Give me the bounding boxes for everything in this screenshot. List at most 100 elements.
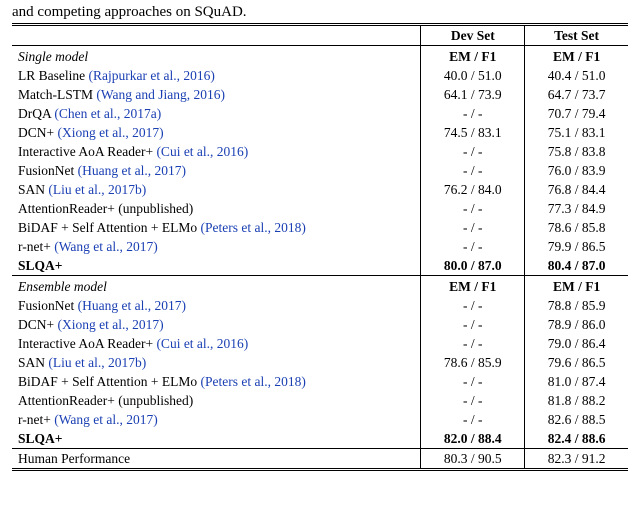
model-name: FusionNet [18,163,78,178]
table-row: SLQA+ 82.0 / 88.482.4 / 88.6 [12,429,628,449]
section-title: Ensemble model [12,276,421,297]
metric-label-test: EM / F1 [525,276,628,297]
model-name: LR Baseline [18,68,89,83]
table-row: AttentionReader+ (unpublished) - / -81.8 … [12,391,628,410]
test-cell: 78.6 / 85.8 [525,218,628,237]
model-name: r-net+ [18,412,54,427]
model-name: Interactive AoA Reader+ [18,144,156,159]
table-row: r-net+ (Wang et al., 2017)- / -79.9 / 86… [12,237,628,256]
citation: (Chen et al., 2017a) [54,106,161,121]
model-name: Match-LSTM [18,87,96,102]
test-cell: 76.0 / 83.9 [525,161,628,180]
dev-cell: 40.0 / 51.0 [421,66,525,85]
model-cell: Interactive AoA Reader+ (Cui et al., 201… [12,334,421,353]
table-row: SAN (Liu et al., 2017b)78.6 / 85.979.6 /… [12,353,628,372]
dev-cell: - / - [421,218,525,237]
citation: (Huang et al., 2017) [78,163,186,178]
table-row: BiDAF + Self Attention + ELMo (Peters et… [12,372,628,391]
citation: (Liu et al., 2017b) [48,355,146,370]
model-cell: SAN (Liu et al., 2017b) [12,353,421,372]
model-cell: SLQA+ [12,429,421,449]
model-name: DCN+ [18,125,58,140]
model-name: BiDAF + Self Attention + ELMo [18,374,200,389]
dev-cell: 78.6 / 85.9 [421,353,525,372]
dev-cell: - / - [421,315,525,334]
table-row: DCN+ (Xiong et al., 2017)- / -78.9 / 86.… [12,315,628,334]
citation: (Cui et al., 2016) [156,336,248,351]
model-cell: Human Performance [12,449,421,470]
test-cell: 64.7 / 73.7 [525,85,628,104]
table-row: r-net+ (Wang et al., 2017)- / -82.6 / 88… [12,410,628,429]
test-cell: 80.4 / 87.0 [525,256,628,276]
model-cell: AttentionReader+ (unpublished) [12,199,421,218]
header-dev: Dev Set [421,25,525,46]
dev-cell: - / - [421,104,525,123]
test-cell: 81.8 / 88.2 [525,391,628,410]
test-cell: 40.4 / 51.0 [525,66,628,85]
citation: (Xiong et al., 2017) [58,317,164,332]
citation: (Cui et al., 2016) [156,144,248,159]
model-cell: Match-LSTM (Wang and Jiang, 2016) [12,85,421,104]
model-cell: Interactive AoA Reader+ (Cui et al., 201… [12,142,421,161]
test-cell: 75.1 / 83.1 [525,123,628,142]
model-cell: DrQA (Chen et al., 2017a) [12,104,421,123]
table-row: FusionNet (Huang et al., 2017) - / -78.8 … [12,296,628,315]
metric-label-dev: EM / F1 [421,276,525,297]
model-name: DrQA [18,106,54,121]
dev-cell: - / - [421,199,525,218]
dev-cell: 74.5 / 83.1 [421,123,525,142]
table-row: Interactive AoA Reader+ (Cui et al., 201… [12,334,628,353]
dev-cell: 76.2 / 84.0 [421,180,525,199]
header-test: Test Set [525,25,628,46]
model-name: AttentionReader+ (unpublished) [18,393,193,408]
dev-cell: 80.0 / 87.0 [421,256,525,276]
model-cell: SAN (Liu et al., 2017b) [12,180,421,199]
test-cell: 82.4 / 88.6 [525,429,628,449]
test-cell: 78.9 / 86.0 [525,315,628,334]
test-cell: 79.0 / 86.4 [525,334,628,353]
citation: (Huang et al., 2017) [78,298,186,313]
citation: (Liu et al., 2017b) [48,182,146,197]
test-cell: 70.7 / 79.4 [525,104,628,123]
citation: (Wang and Jiang, 2016) [96,87,225,102]
model-cell: BiDAF + Self Attention + ELMo (Peters et… [12,218,421,237]
model-name: SAN [18,182,48,197]
dev-cell: - / - [421,372,525,391]
model-name: FusionNet [18,298,78,313]
table-row: BiDAF + Self Attention + ELMo (Peters et… [12,218,628,237]
model-cell: DCN+ (Xiong et al., 2017) [12,315,421,334]
header-blank [12,25,421,46]
test-cell: 79.9 / 86.5 [525,237,628,256]
citation: (Wang et al., 2017) [54,412,158,427]
table-row: FusionNet (Huang et al., 2017)- / -76.0 … [12,161,628,180]
table-row: Human Performance80.3 / 90.582.3 / 91.2 [12,449,628,470]
model-cell: AttentionReader+ (unpublished) [12,391,421,410]
model-name: BiDAF + Self Attention + ELMo [18,220,200,235]
table-row: DrQA (Chen et al., 2017a)- / -70.7 / 79.… [12,104,628,123]
table-row: SAN (Liu et al., 2017b)76.2 / 84.076.8 /… [12,180,628,199]
citation: (Peters et al., 2018) [200,220,305,235]
dev-cell: - / - [421,237,525,256]
dev-cell: - / - [421,161,525,180]
table-row: LR Baseline (Rajpurkar et al., 2016)40.0… [12,66,628,85]
model-cell: FusionNet (Huang et al., 2017) [12,161,421,180]
dev-cell: - / - [421,296,525,315]
test-cell: 78.8 / 85.9 [525,296,628,315]
table-row: Interactive AoA Reader+ (Cui et al., 201… [12,142,628,161]
model-cell: BiDAF + Self Attention + ELMo (Peters et… [12,372,421,391]
model-name: DCN+ [18,317,58,332]
model-name: SLQA+ [18,431,62,446]
section-title: Single model [12,46,421,67]
table-row: Match-LSTM (Wang and Jiang, 2016)64.1 / … [12,85,628,104]
dev-cell: 82.0 / 88.4 [421,429,525,449]
dev-cell: - / - [421,391,525,410]
model-name: SAN [18,355,48,370]
citation: (Peters et al., 2018) [200,374,305,389]
table-row: AttentionReader+ (unpublished)- / -77.3 … [12,199,628,218]
dev-cell: - / - [421,142,525,161]
results-table: Dev SetTest SetSingle modelEM / F1EM / F… [12,23,628,471]
metric-label-test: EM / F1 [525,46,628,67]
dev-cell: 80.3 / 90.5 [421,449,525,470]
test-cell: 77.3 / 84.9 [525,199,628,218]
test-cell: 82.6 / 88.5 [525,410,628,429]
